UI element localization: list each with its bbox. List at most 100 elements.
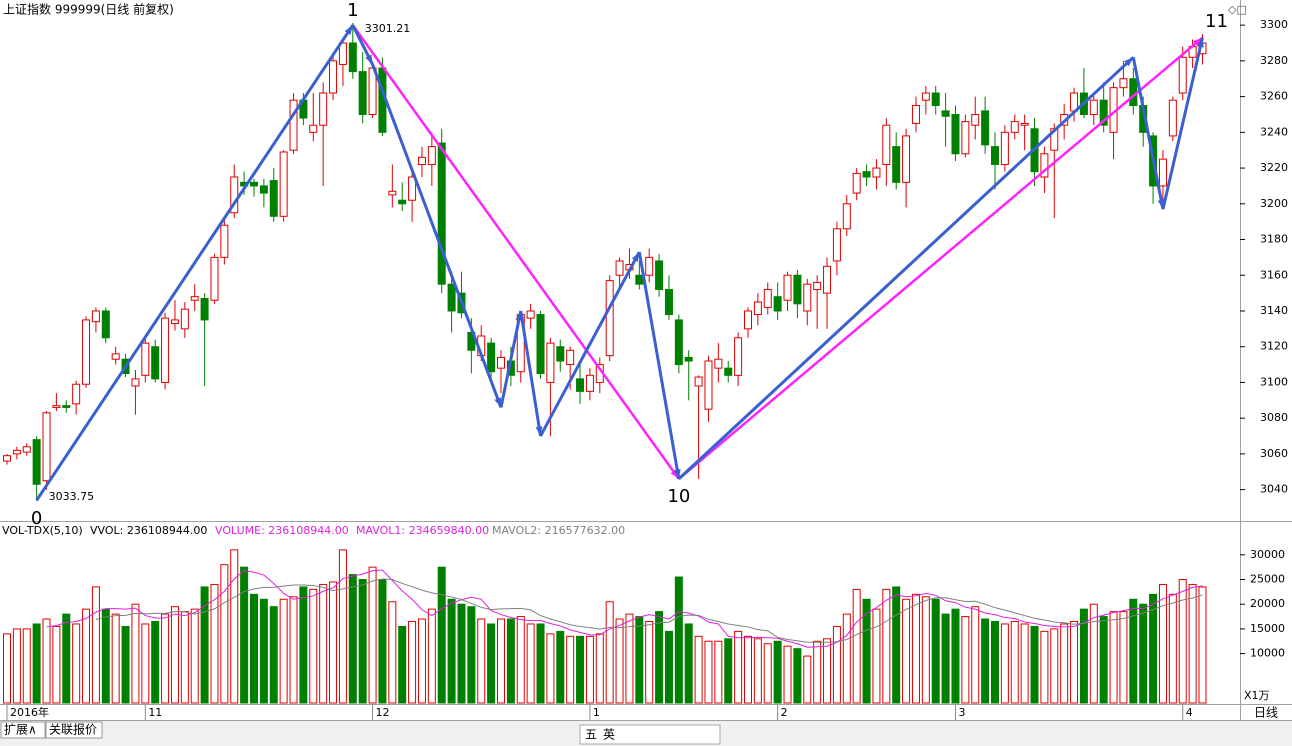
volume-bar	[882, 588, 891, 704]
volume-bar	[62, 613, 71, 704]
candle-body	[714, 358, 723, 369]
volume-bar	[1020, 623, 1029, 704]
candle-body	[991, 146, 999, 165]
volume-bar	[1030, 625, 1039, 704]
tab[interactable]	[0, 721, 46, 739]
candle-body	[1099, 99, 1108, 126]
candle-body	[793, 274, 802, 305]
candle-body	[170, 319, 179, 324]
y-tick-label: 3140	[1260, 304, 1288, 317]
candle-body	[398, 199, 407, 205]
volume-bar	[338, 549, 347, 704]
volume-bar	[230, 549, 239, 704]
volume-bar	[427, 608, 436, 704]
x-tick-label: 2	[781, 706, 788, 719]
wave-line	[539, 251, 641, 437]
volume-bar	[872, 608, 881, 704]
volume-bar	[625, 613, 634, 704]
candle-body	[309, 124, 318, 133]
toolbar-item[interactable]: 五	[585, 728, 597, 742]
x-tick-label: 1	[593, 706, 600, 719]
wave-line	[678, 36, 1204, 480]
candle-body	[42, 412, 51, 482]
candle-body	[91, 310, 100, 323]
price-annotation: 3033.75	[49, 490, 95, 503]
volume-bar	[506, 618, 515, 704]
tab[interactable]	[45, 721, 103, 739]
y-tick-label: 3180	[1260, 233, 1288, 246]
candle-body	[32, 439, 41, 485]
candle-body	[832, 228, 841, 262]
volume-bar	[832, 625, 841, 704]
window-icon[interactable]: ◇□	[1228, 3, 1247, 16]
volume-bar	[546, 633, 555, 704]
wave-arrowhead	[494, 397, 501, 408]
candle-body	[526, 310, 535, 319]
volume-bar	[852, 588, 861, 704]
mavol1: MAVOL1: 234659840.00	[356, 524, 489, 537]
candle-body	[862, 171, 871, 178]
candle-body	[1020, 122, 1029, 126]
candle-body	[1089, 99, 1098, 115]
candle-body	[210, 256, 219, 301]
volume-bar	[289, 596, 298, 704]
volume-bar	[655, 611, 664, 704]
candle-body	[151, 346, 160, 380]
candle-body	[82, 319, 91, 385]
candle-body	[724, 367, 733, 376]
volume-bar	[793, 648, 802, 704]
volume-bar	[566, 635, 575, 704]
candle-body	[220, 224, 229, 258]
volume-bar	[477, 618, 486, 704]
wave-label: 10	[667, 486, 690, 507]
candle-body	[1119, 78, 1128, 89]
candle-body	[269, 180, 278, 217]
volume-bar	[1129, 598, 1138, 704]
y-tick-label: 3200	[1260, 197, 1288, 210]
candle-body	[941, 110, 950, 117]
candle-body	[101, 310, 110, 339]
volume-bar	[279, 598, 288, 704]
volume-bar	[12, 628, 21, 704]
tab-label[interactable]: 扩展∧	[4, 723, 37, 737]
toolbar-item[interactable]: 英	[603, 728, 615, 742]
volume-bar	[141, 623, 150, 704]
candle-body	[674, 319, 683, 366]
candle-body	[408, 176, 417, 201]
candle-body	[447, 283, 456, 312]
volume-bar	[269, 606, 278, 704]
candle-body	[1040, 153, 1049, 178]
volume-bar	[151, 621, 160, 704]
candle-body	[585, 374, 594, 392]
wave-arrowhead	[365, 54, 373, 65]
x-tick-label: 12	[376, 706, 390, 719]
candle-body	[1158, 158, 1167, 187]
candle-body	[704, 360, 713, 410]
volume-bar	[724, 638, 733, 704]
volume-bar	[823, 638, 832, 704]
toolbar	[579, 724, 721, 745]
wave-arrowhead	[1124, 57, 1134, 67]
candle-body	[872, 167, 881, 178]
tab-label[interactable]: 关联报价	[49, 722, 97, 737]
candle-body	[259, 185, 268, 194]
y-tick-label: 15000	[1250, 622, 1285, 635]
volume-bar	[664, 630, 673, 704]
candle-body	[1178, 56, 1187, 94]
volume-bar	[635, 616, 644, 704]
candle-body	[803, 283, 812, 312]
candle-body	[882, 124, 891, 165]
candle-body	[1129, 78, 1138, 107]
volume-bar	[200, 586, 209, 704]
candle-body	[911, 105, 920, 124]
y-tick-label: 3220	[1260, 161, 1288, 174]
y-tick-label: 3080	[1260, 411, 1288, 424]
x-tick-label: 2016年	[10, 705, 49, 719]
candle-body	[931, 92, 940, 107]
volume-bar	[902, 598, 911, 704]
volume-bar	[1079, 608, 1088, 704]
candle-body	[684, 356, 693, 362]
volume-bar	[319, 583, 328, 704]
volume-bar	[753, 638, 762, 704]
wave-line	[519, 310, 543, 437]
